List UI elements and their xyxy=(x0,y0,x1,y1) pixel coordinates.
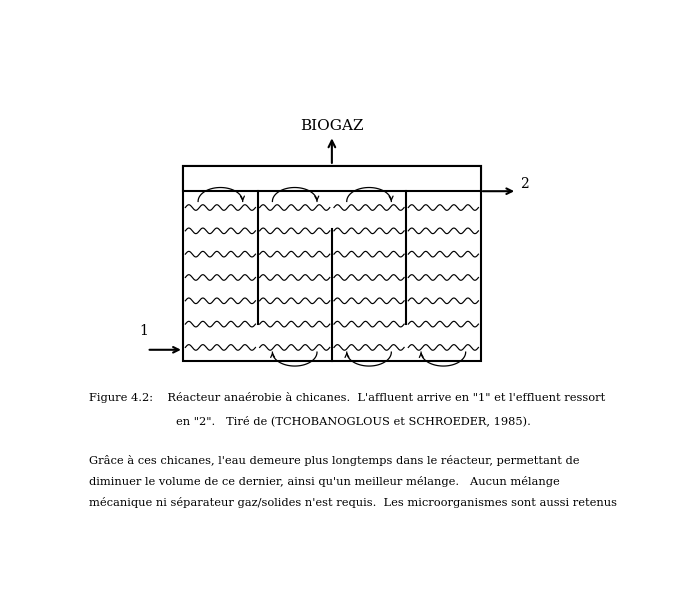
Text: en "2".   Tiré de (TCHOBANOGLOUS et SCHROEDER, 1985).: en "2". Tiré de (TCHOBANOGLOUS et SCHROE… xyxy=(90,415,531,426)
Text: diminuer le volume de ce dernier, ainsi qu'un meilleur mélange.   Aucun mélange: diminuer le volume de ce dernier, ainsi … xyxy=(90,476,560,486)
Bar xyxy=(183,166,481,361)
Text: Figure 4.2:    Réacteur anaérobie à chicanes.  L'affluent arrive en "1" et l'eff: Figure 4.2: Réacteur anaérobie à chicane… xyxy=(90,391,606,403)
Bar xyxy=(183,166,481,191)
Text: 1: 1 xyxy=(140,324,149,338)
Text: BIOGAZ: BIOGAZ xyxy=(300,119,363,133)
Text: 2: 2 xyxy=(520,177,528,191)
Text: mécanique ni séparateur gaz/solides n'est requis.  Les microorganismes sont auss: mécanique ni séparateur gaz/solides n'es… xyxy=(90,497,617,508)
Text: Grâce à ces chicanes, l'eau demeure plus longtemps dans le réacteur, permettant : Grâce à ces chicanes, l'eau demeure plus… xyxy=(90,454,580,466)
